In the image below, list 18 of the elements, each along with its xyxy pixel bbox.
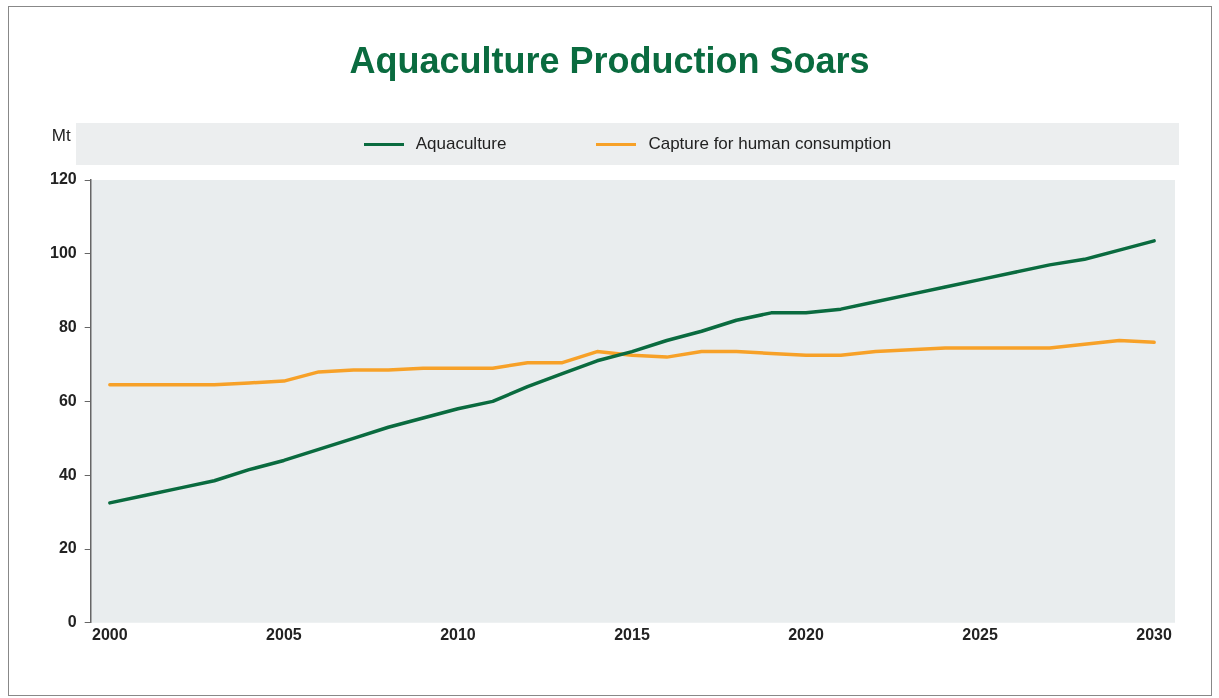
x-tick-label: 2005 bbox=[266, 625, 302, 643]
x-tick-label: 2015 bbox=[614, 625, 650, 643]
y-tick-label: 20 bbox=[58, 539, 77, 557]
x-tick-label: 2025 bbox=[962, 625, 998, 643]
y-tick-label: 0 bbox=[67, 613, 77, 631]
x-tick-label: 2020 bbox=[788, 625, 824, 643]
y-tick-label: 80 bbox=[58, 318, 77, 336]
x-tick-label: 2030 bbox=[1136, 625, 1173, 643]
y-tick-label: 40 bbox=[58, 465, 77, 483]
x-tick-label: 2000 bbox=[92, 625, 128, 643]
y-tick-label: 60 bbox=[58, 391, 77, 409]
legend-label: Aquaculture bbox=[415, 134, 507, 154]
chart-title: Aquaculture Production Soars bbox=[348, 40, 871, 82]
y-axis-title: Mt bbox=[51, 125, 71, 145]
legend-label: Capture for human consumption bbox=[648, 134, 892, 154]
y-tick-label: 100 bbox=[49, 244, 77, 262]
y-tick-label: 120 bbox=[49, 170, 77, 188]
x-tick-label: 2010 bbox=[440, 625, 476, 643]
